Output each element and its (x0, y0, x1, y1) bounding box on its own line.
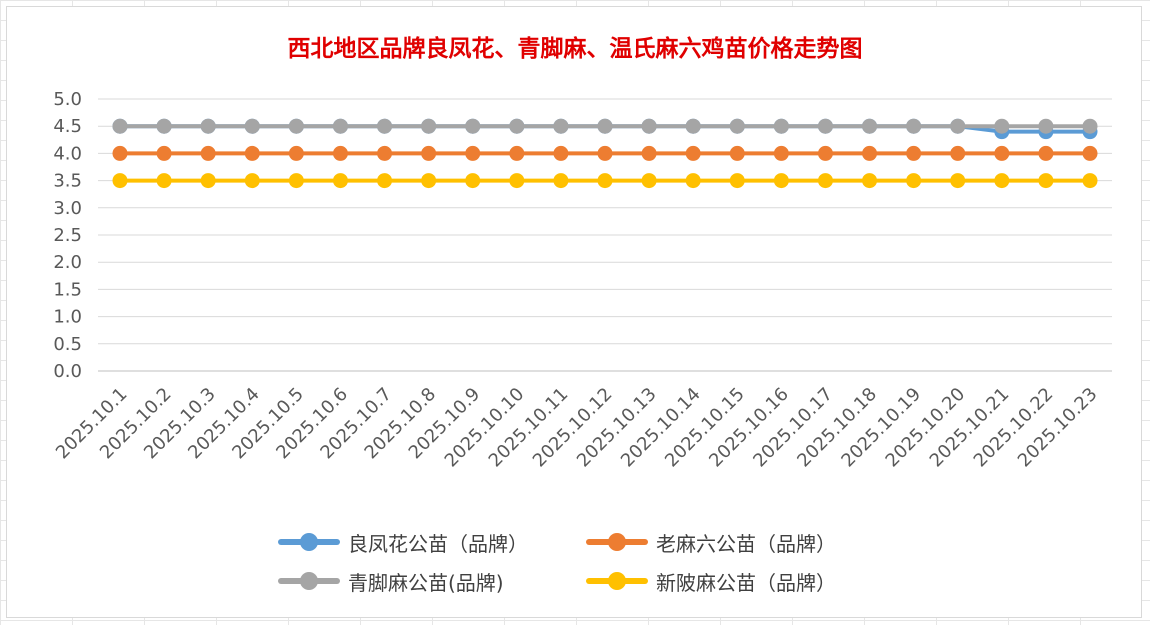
y-tick-label: 5.0 (53, 89, 82, 110)
data-point (641, 145, 657, 161)
data-point (156, 118, 172, 134)
data-point (862, 118, 878, 134)
data-point (729, 173, 745, 189)
data-point (377, 118, 393, 134)
data-point (1038, 118, 1054, 134)
data-point (685, 145, 701, 161)
data-point (509, 118, 525, 134)
data-point (244, 145, 260, 161)
data-point (906, 173, 922, 189)
data-point (994, 173, 1010, 189)
data-point (685, 173, 701, 189)
data-point (906, 118, 922, 134)
data-point (112, 145, 128, 161)
data-point (950, 173, 966, 189)
data-point (156, 173, 172, 189)
data-point (553, 118, 569, 134)
y-tick-label: 4.0 (53, 143, 82, 164)
data-point (288, 118, 304, 134)
data-point (1038, 173, 1054, 189)
y-tick-label: 1.5 (53, 279, 82, 300)
data-point (773, 118, 789, 134)
chart-area[interactable]: 西北地区品牌良凤花、青脚麻、温氏麻六鸡苗价格走势图 (6, 6, 1142, 618)
data-point (244, 173, 260, 189)
data-point (200, 118, 216, 134)
y-tick-label: 4.5 (53, 116, 82, 137)
data-point (332, 118, 348, 134)
data-point (773, 173, 789, 189)
data-point (685, 118, 701, 134)
data-point (332, 173, 348, 189)
data-point (244, 118, 260, 134)
data-point (465, 145, 481, 161)
data-point (112, 118, 128, 134)
data-point (553, 145, 569, 161)
data-point (421, 118, 437, 134)
data-point (465, 118, 481, 134)
data-point (1082, 118, 1098, 134)
data-point (112, 173, 128, 189)
chart-title: 西北地区品牌良凤花、青脚麻、温氏麻六鸡苗价格走势图 (287, 35, 863, 62)
y-tick-label: 3.0 (53, 198, 82, 219)
y-tick-label: 2.5 (53, 225, 82, 246)
y-tick-label: 3.5 (53, 171, 82, 192)
data-point (597, 173, 613, 189)
data-point (729, 118, 745, 134)
data-point (773, 145, 789, 161)
data-point (1082, 145, 1098, 161)
y-tick-label: 1.0 (53, 307, 82, 328)
data-point (862, 145, 878, 161)
y-tick-label: 2.0 (53, 252, 82, 273)
data-point (421, 173, 437, 189)
data-point (641, 173, 657, 189)
data-point (906, 145, 922, 161)
data-point (156, 145, 172, 161)
data-point (1038, 145, 1054, 161)
y-tick-label: 0.0 (53, 361, 82, 382)
data-point (950, 145, 966, 161)
data-point (1082, 173, 1098, 189)
data-point (817, 118, 833, 134)
data-point (377, 173, 393, 189)
data-point (200, 173, 216, 189)
data-point (465, 173, 481, 189)
data-point (641, 118, 657, 134)
data-point (862, 173, 878, 189)
data-point (994, 145, 1010, 161)
data-point (597, 145, 613, 161)
data-point (377, 145, 393, 161)
data-point (421, 145, 437, 161)
data-point (553, 173, 569, 189)
data-point (200, 145, 216, 161)
data-point (509, 145, 525, 161)
data-point (729, 145, 745, 161)
data-point (817, 173, 833, 189)
data-point (509, 173, 525, 189)
y-tick-label: 0.5 (53, 334, 82, 355)
data-point (817, 145, 833, 161)
data-point (332, 145, 348, 161)
data-point (288, 145, 304, 161)
data-point (950, 118, 966, 134)
data-point (288, 173, 304, 189)
data-point (994, 118, 1010, 134)
data-point (597, 118, 613, 134)
